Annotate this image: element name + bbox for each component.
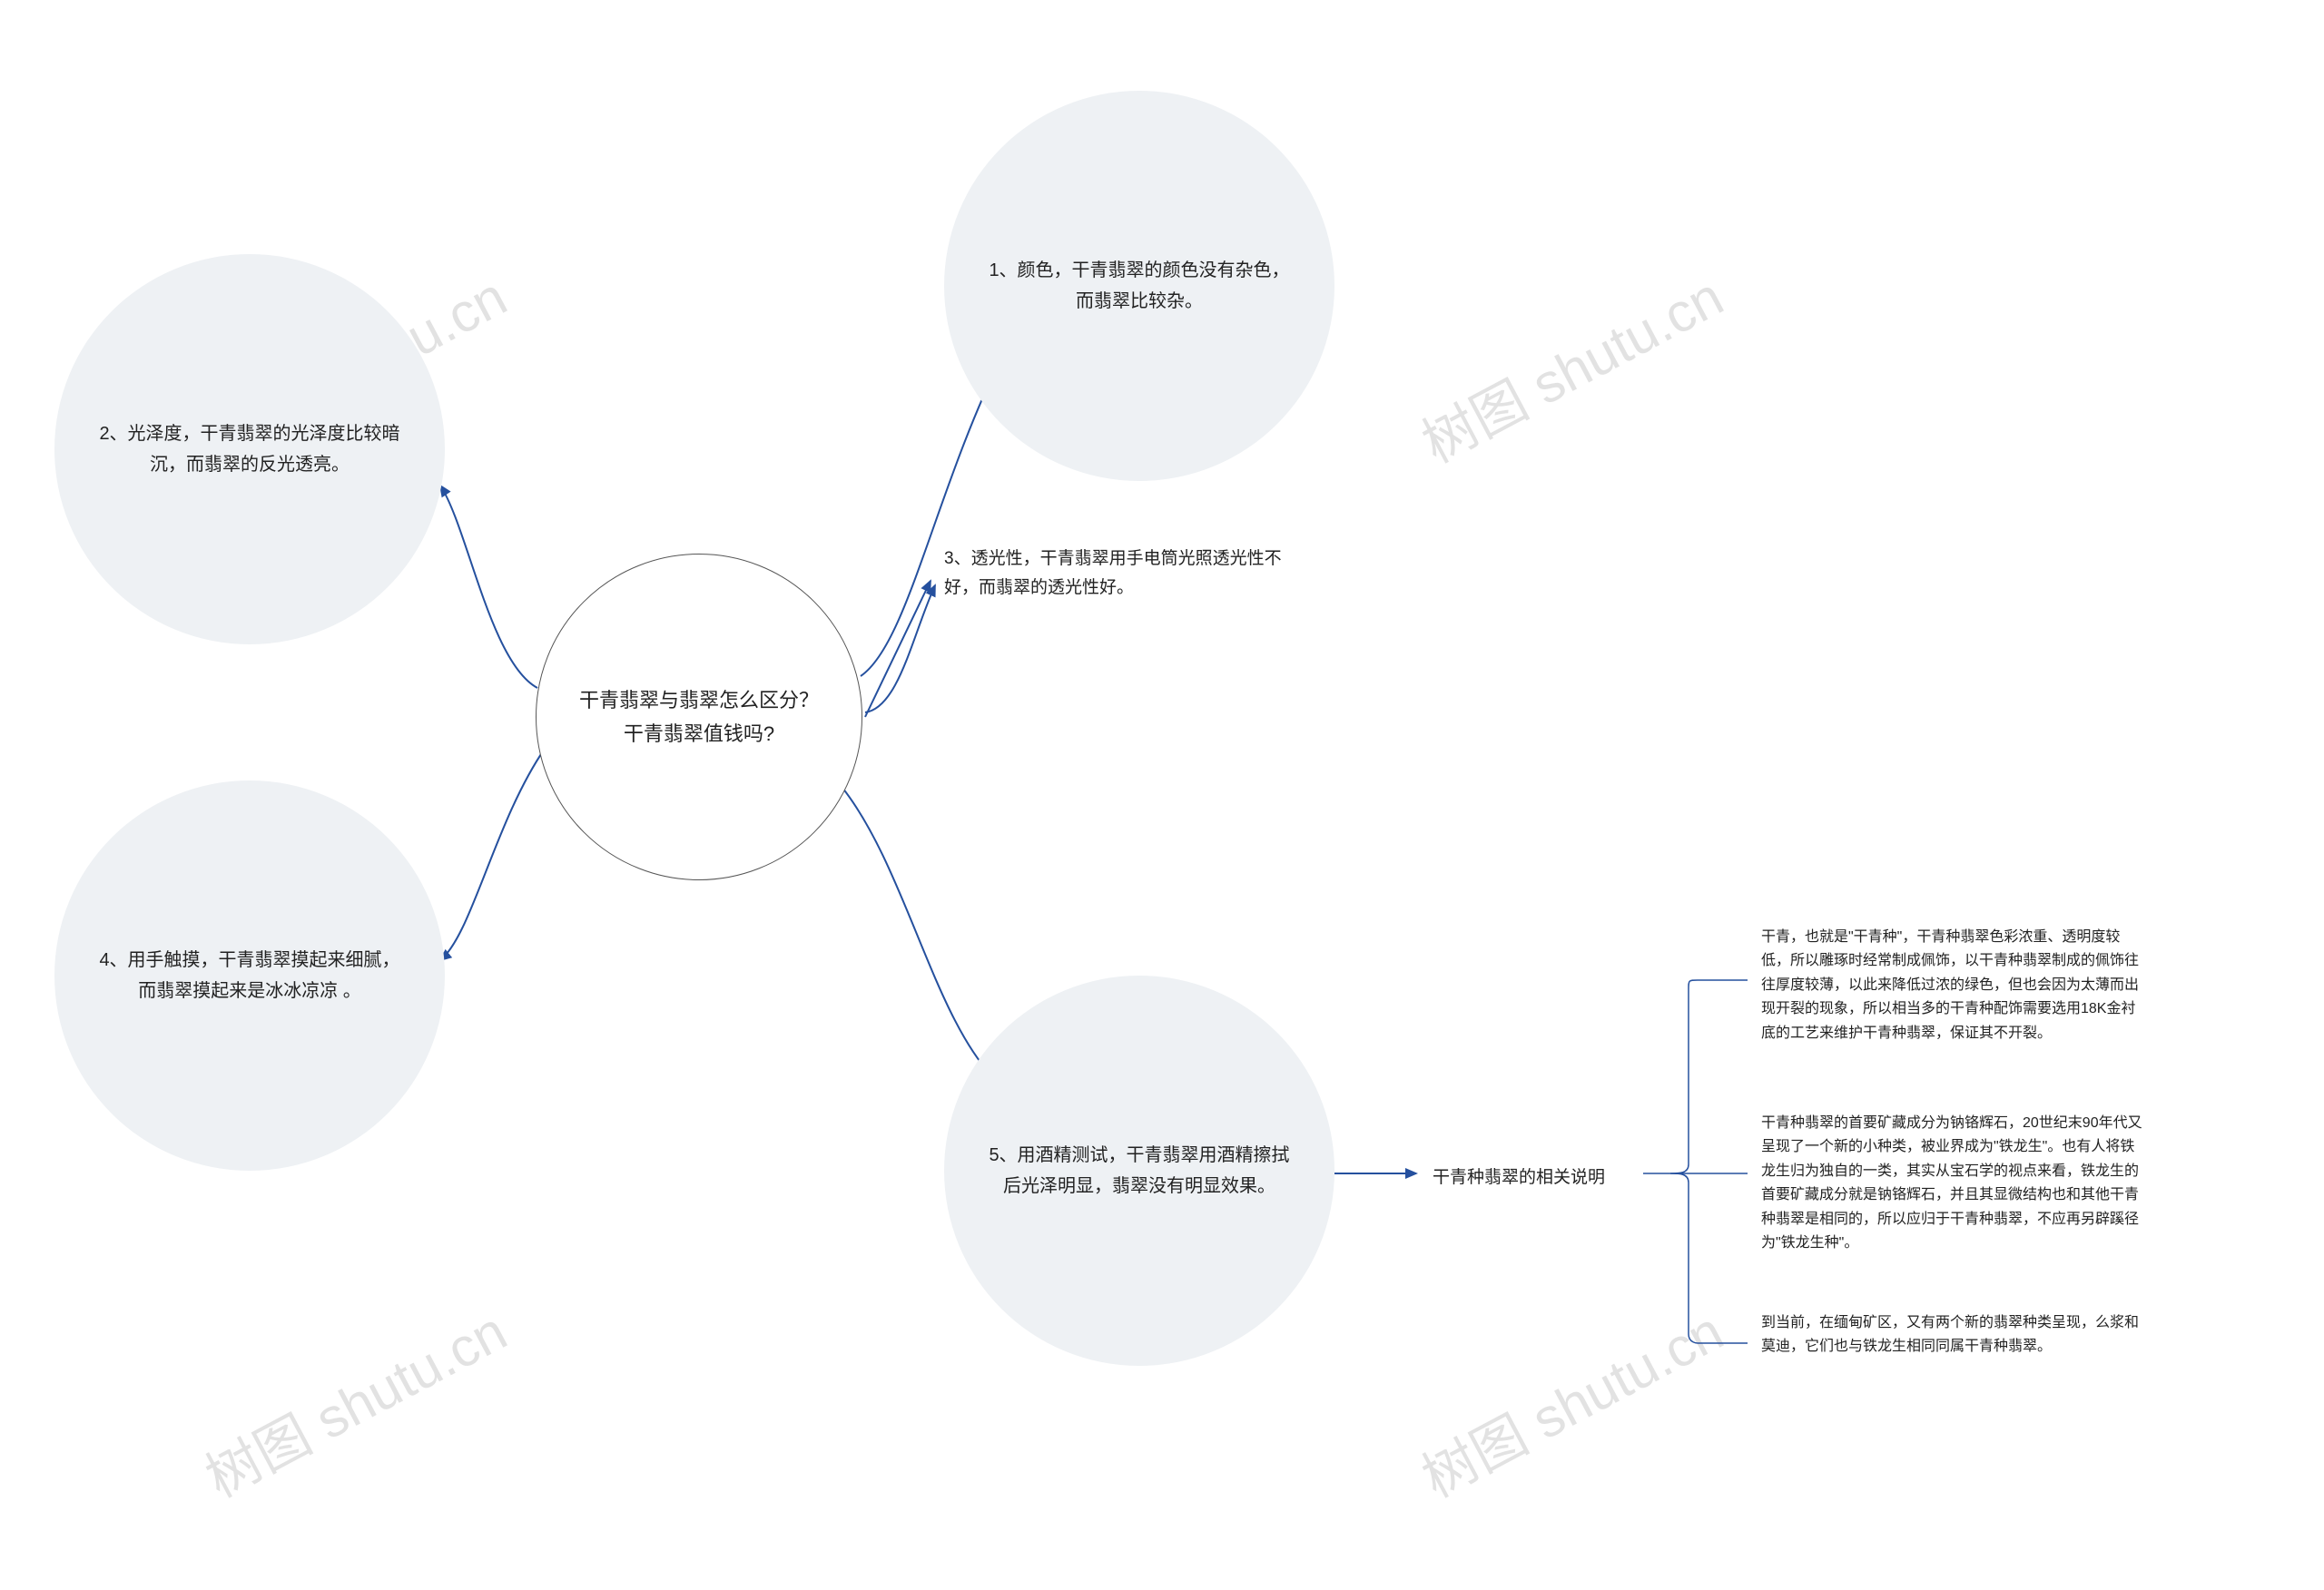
branch-4-label: 4、用手触摸，干青翡翠摸起来细腻，而翡翠摸起来是冰冰凉凉 。 xyxy=(91,945,409,1006)
detail-1-text: 干青，也就是"干青种"，干青种翡翠色彩浓重、透明度较低，所以雕琢时经常制成佩饰，… xyxy=(1761,929,2139,1041)
center-label: 干青翡翠与翡翠怎么区分？干青翡翠值钱吗? xyxy=(573,683,825,751)
branch-node-3: 3、透光性，干青翡翠用手电筒光照透光性不好，而翡翠的透光性好。 xyxy=(944,545,1289,604)
watermark: 树图 shutu.cn xyxy=(1406,1289,1735,1513)
branch-node-4: 4、用手触摸，干青翡翠摸起来细腻，而翡翠摸起来是冰冰凉凉 。 xyxy=(54,780,445,1171)
branch-3-label: 3、透光性，干青翡翠用手电筒光照透光性不好，而翡翠的透光性好。 xyxy=(944,549,1282,597)
watermark: 树图 shutu.cn xyxy=(1406,254,1735,478)
branch-5-label: 5、用酒精测试，干青翡翠用酒精擦拭后光泽明显，翡翠没有明显效果。 xyxy=(980,1140,1298,1202)
detail-2: 干青种翡翠的首要矿藏成分为钠铬辉石，20世纪末90年代又呈现了一个新的小种类，被… xyxy=(1761,1112,2142,1255)
detail-2-text: 干青种翡翠的首要矿藏成分为钠铬辉石，20世纪末90年代又呈现了一个新的小种类，被… xyxy=(1761,1115,2142,1251)
subheader: 干青种翡翠的相关说明 xyxy=(1433,1163,1632,1192)
branch-node-2: 2、光泽度，干青翡翠的光泽度比较暗沉，而翡翠的反光透亮。 xyxy=(54,254,445,644)
watermark: 树图 shutu.cn xyxy=(190,1289,518,1513)
center-node: 干青翡翠与翡翠怎么区分？干青翡翠值钱吗? xyxy=(536,554,862,880)
branch-node-5: 5、用酒精测试，干青翡翠用酒精擦拭后光泽明显，翡翠没有明显效果。 xyxy=(944,976,1334,1366)
branch-1-label: 1、颜色，干青翡翠的颜色没有杂色，而翡翠比较杂。 xyxy=(980,255,1298,317)
branch-2-label: 2、光泽度，干青翡翠的光泽度比较暗沉，而翡翠的反光透亮。 xyxy=(91,418,409,480)
subheader-label: 干青种翡翠的相关说明 xyxy=(1433,1168,1605,1187)
mindmap-canvas: 树图 shutu.cn 树图 shutu.cn 树图 shutu.cn 树图 s… xyxy=(0,0,2324,1590)
detail-1: 干青，也就是"干青种"，干青种翡翠色彩浓重、透明度较低，所以雕琢时经常制成佩饰，… xyxy=(1761,926,2142,1045)
detail-3-text: 到当前，在缅甸矿区，又有两个新的翡翠种类呈现，么浆和莫迪，它们也与铁龙生相同同属… xyxy=(1761,1315,2139,1354)
branch-node-1: 1、颜色，干青翡翠的颜色没有杂色，而翡翠比较杂。 xyxy=(944,91,1334,481)
detail-3: 到当前，在缅甸矿区，又有两个新的翡翠种类呈现，么浆和莫迪，它们也与铁龙生相同同属… xyxy=(1761,1311,2142,1359)
